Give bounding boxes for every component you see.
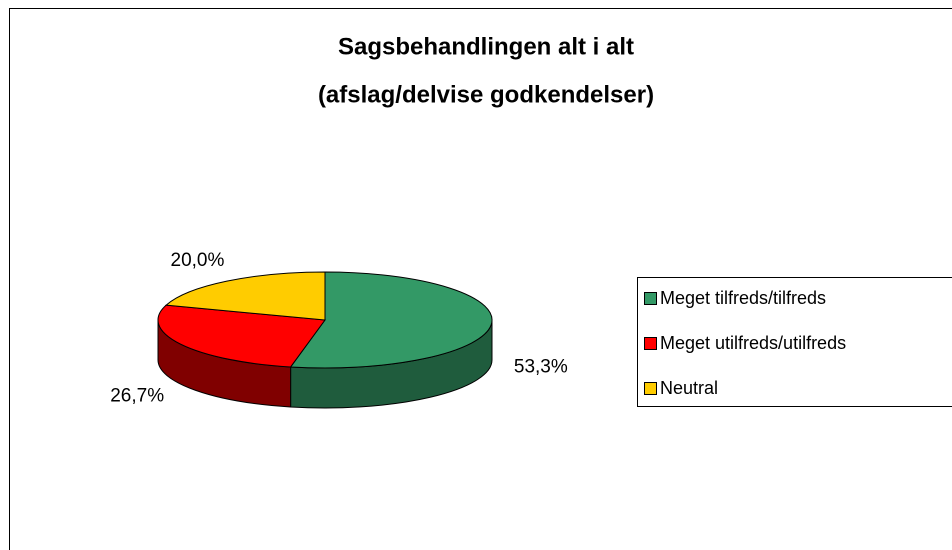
pie-slice (289, 271, 493, 369)
chart-title: (afslag/delvise godkendelser) (318, 81, 654, 108)
pie-slice (164, 271, 326, 321)
data-label: 53,3% (514, 357, 568, 378)
legend-label: Meget tilfreds/tilfreds (660, 288, 826, 308)
chart-title: Sagsbehandlingen alt i alt (338, 33, 634, 60)
legend-label: Meget utilfreds/utilfreds (660, 333, 846, 353)
chart-border (9, 8, 952, 550)
legend-box (637, 277, 952, 407)
data-label: 20,0% (171, 250, 225, 271)
legend-swatch (644, 382, 657, 395)
pie-slice (157, 304, 326, 368)
legend-swatch (644, 337, 657, 350)
legend-swatch (644, 292, 657, 305)
data-label: 26,7% (110, 386, 164, 407)
legend-label: Neutral (660, 378, 718, 398)
